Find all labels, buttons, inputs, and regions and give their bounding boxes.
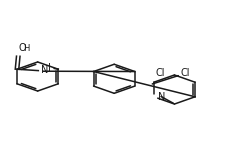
Text: Cl: Cl xyxy=(154,68,164,78)
Text: N: N xyxy=(158,92,165,102)
Text: H: H xyxy=(23,45,29,54)
Text: I: I xyxy=(48,63,50,73)
Text: O: O xyxy=(19,43,26,54)
Text: Cl: Cl xyxy=(179,68,189,78)
Text: N: N xyxy=(41,65,48,75)
